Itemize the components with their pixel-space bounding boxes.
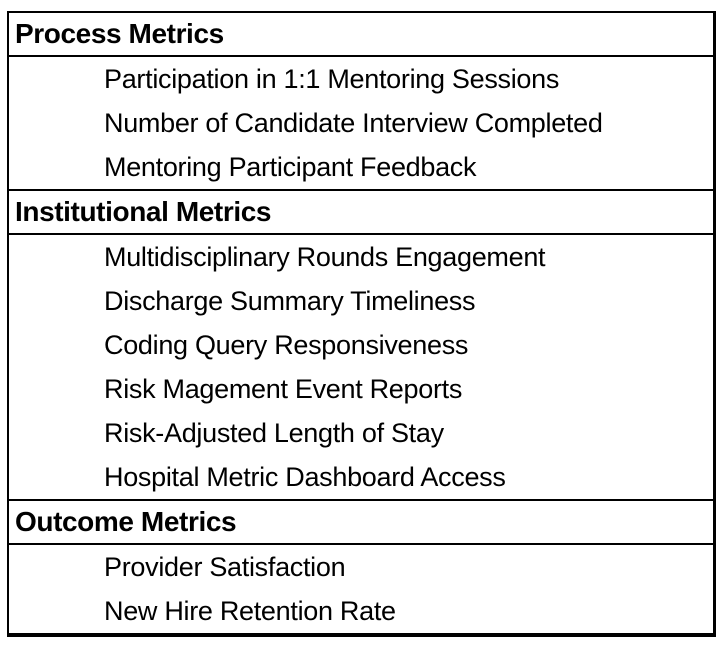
metric-item-risk-event-reports: Risk Magement Event Reports bbox=[104, 374, 463, 404]
section-header-process-metrics: Process Metrics bbox=[9, 13, 713, 57]
metric-item-discharge-timeliness: Discharge Summary Timeliness bbox=[104, 286, 476, 316]
process-metrics-group: Participation in 1:1 Mentoring Sessions … bbox=[9, 57, 713, 191]
section-header-outcome-metrics: Outcome Metrics bbox=[9, 501, 713, 545]
metric-item-risk-adjusted-los: Risk-Adjusted Length of Stay bbox=[104, 418, 444, 448]
metric-item-mentoring-feedback: Mentoring Participant Feedback bbox=[104, 152, 477, 182]
section-header-institutional-metrics: Institutional Metrics bbox=[9, 191, 713, 235]
metric-item-dashboard-access: Hospital Metric Dashboard Access bbox=[104, 462, 506, 492]
metric-item-rounds-engagement: Multidisciplinary Rounds Engagement bbox=[104, 242, 546, 272]
institutional-metrics-group: Multidisciplinary Rounds Engagement Disc… bbox=[9, 235, 713, 501]
metric-item-candidate-interviews: Number of Candidate Interview Completed bbox=[104, 108, 603, 138]
metrics-table: Process Metrics Participation in 1:1 Men… bbox=[7, 11, 716, 637]
outcome-metrics-group: Provider Satisfaction New Hire Retention… bbox=[9, 545, 713, 633]
metric-item-participation-mentoring: Participation in 1:1 Mentoring Sessions bbox=[104, 64, 560, 94]
metric-item-coding-query: Coding Query Responsiveness bbox=[104, 330, 469, 360]
metric-item-new-hire-retention: New Hire Retention Rate bbox=[104, 596, 396, 626]
metric-item-provider-satisfaction: Provider Satisfaction bbox=[104, 552, 346, 582]
